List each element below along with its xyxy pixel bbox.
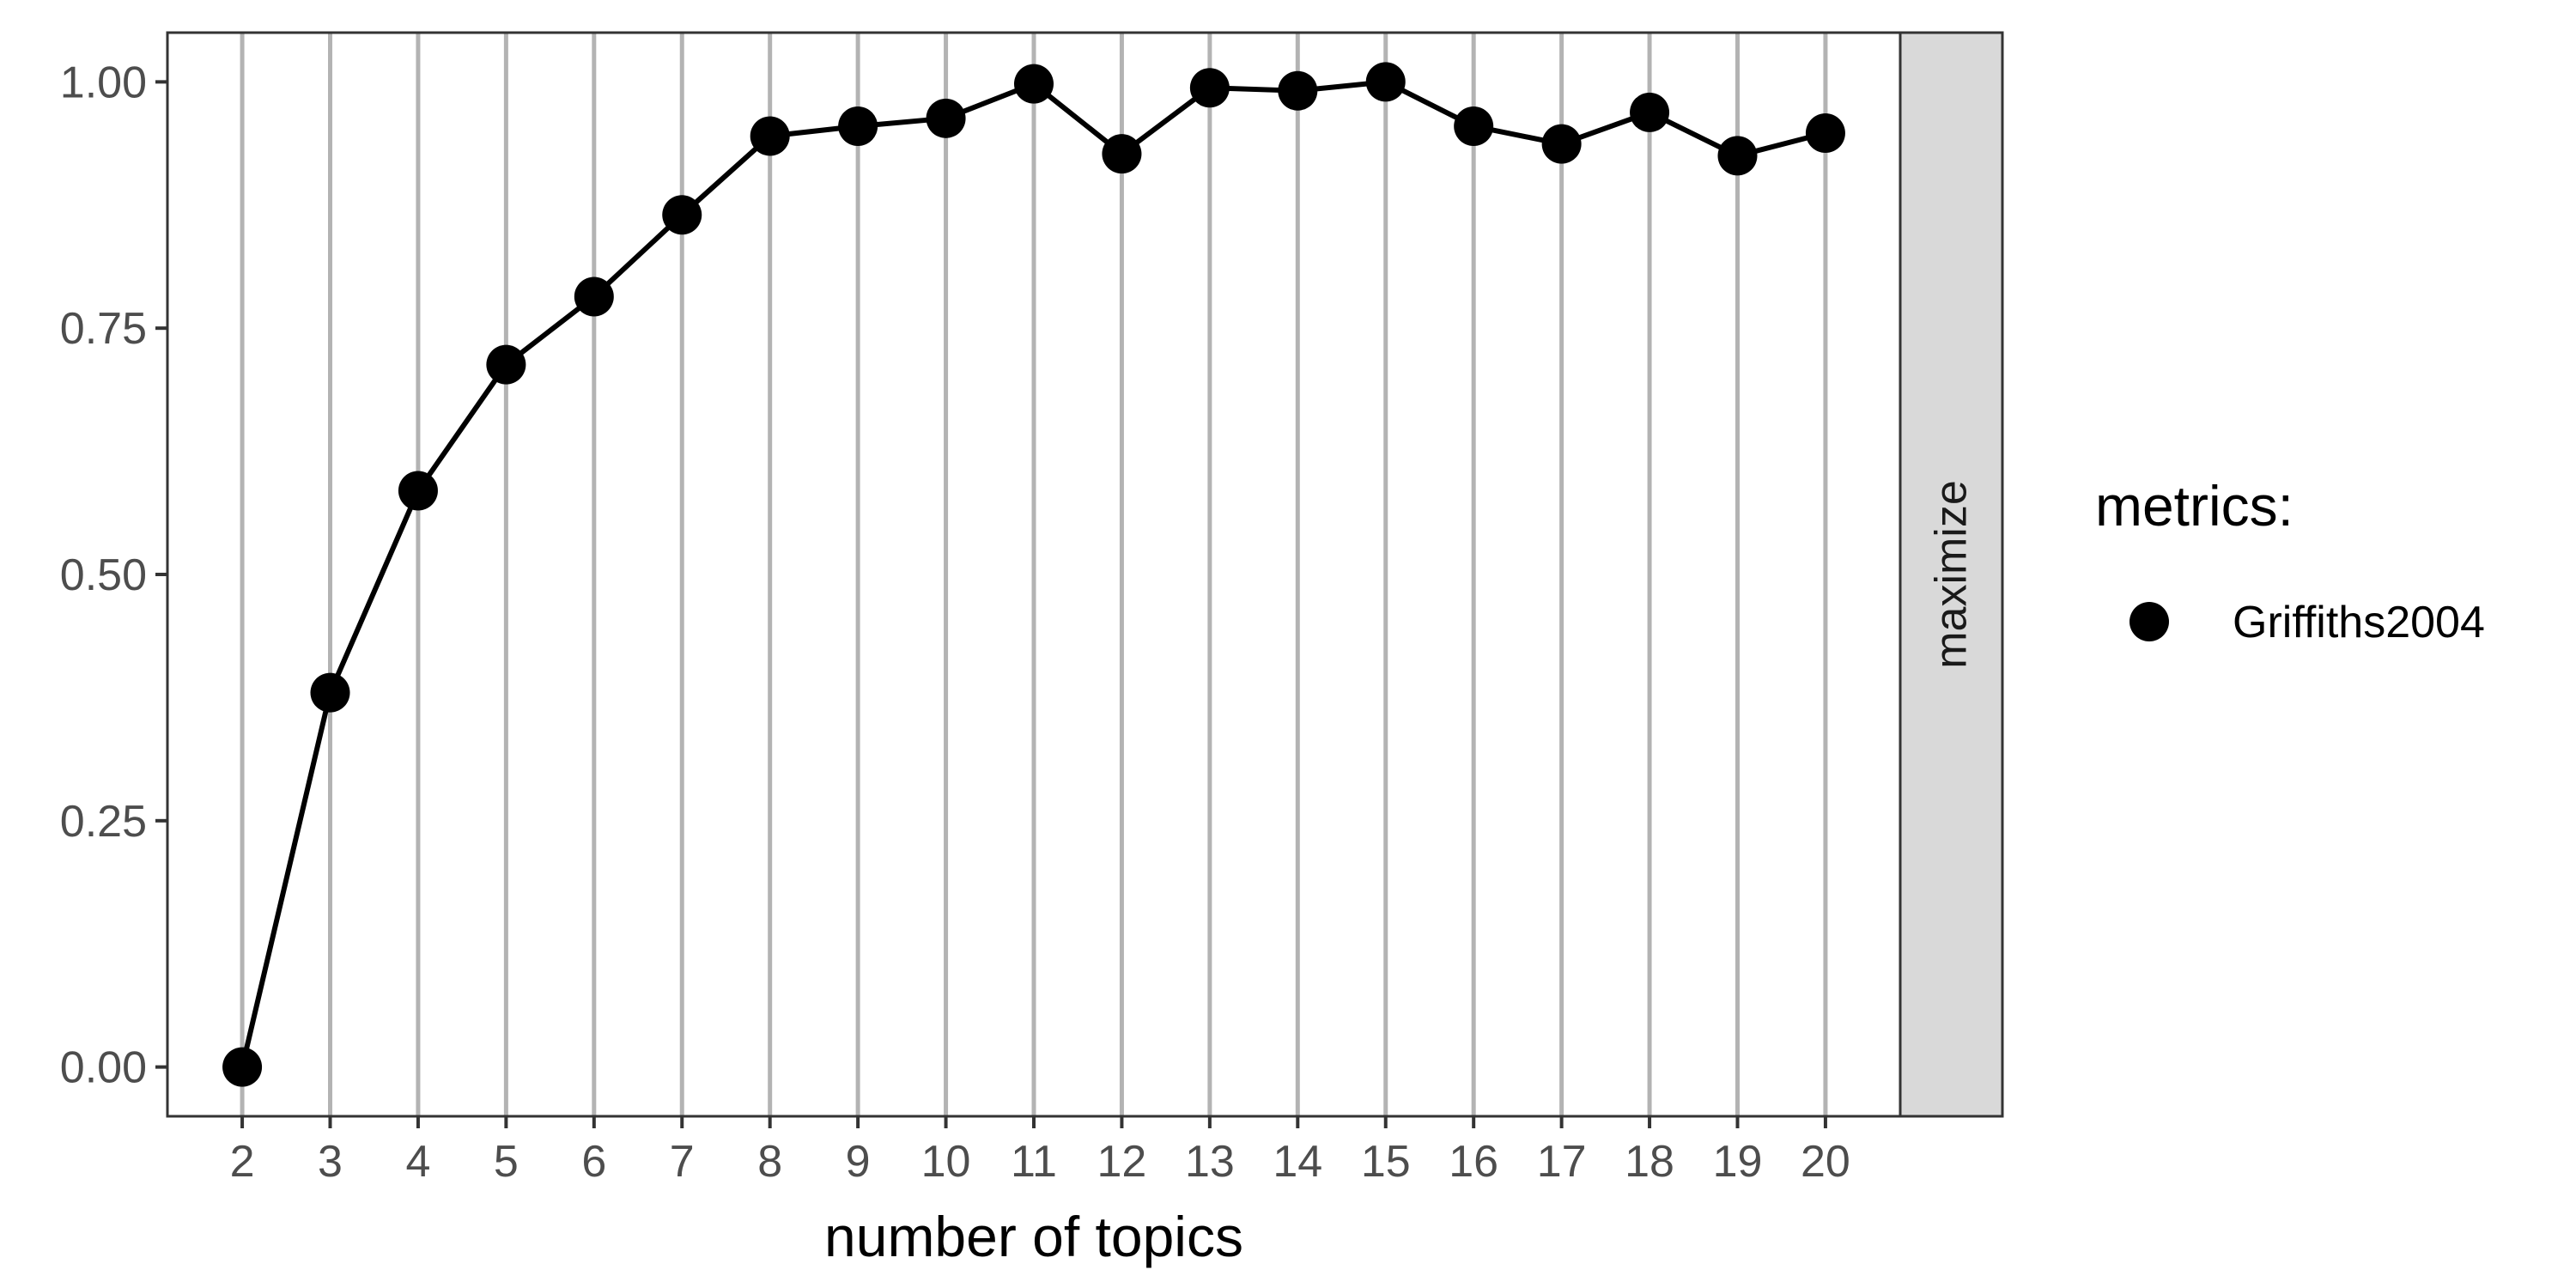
- data-point-Griffiths2004-8: [750, 116, 790, 156]
- x-tick-label-18: 18: [1625, 1137, 1674, 1187]
- x-tick-label-3: 3: [318, 1137, 343, 1187]
- data-point-Griffiths2004-9: [838, 106, 878, 146]
- data-point-Griffiths2004-2: [222, 1047, 263, 1087]
- data-point-Griffiths2004-3: [310, 672, 350, 713]
- facet-strip-label: maximize: [1927, 480, 1977, 669]
- data-point-Griffiths2004-4: [398, 471, 438, 511]
- x-tick-label-16: 16: [1449, 1137, 1498, 1187]
- x-tick-label-12: 12: [1097, 1137, 1147, 1187]
- x-tick-label-11: 11: [1011, 1137, 1057, 1187]
- data-point-Griffiths2004-10: [926, 98, 966, 138]
- legend-title: metrics:: [2095, 474, 2293, 538]
- data-point-Griffiths2004-17: [1541, 124, 1582, 164]
- data-point-Griffiths2004-20: [1805, 113, 1845, 154]
- x-tick-label-20: 20: [1801, 1137, 1850, 1187]
- x-tick-label-9: 9: [846, 1137, 871, 1187]
- x-tick-label-15: 15: [1361, 1137, 1411, 1187]
- data-point-Griffiths2004-13: [1189, 68, 1230, 108]
- y-tick-label-1.00: 1.00: [60, 58, 147, 107]
- legend: metrics: Griffiths2004: [2095, 474, 2485, 647]
- y-tick-label-0.00: 0.00: [60, 1043, 147, 1093]
- data-point-Griffiths2004-6: [574, 276, 614, 317]
- data-point-Griffiths2004-11: [1014, 64, 1054, 104]
- x-tick-label-10: 10: [921, 1137, 971, 1187]
- x-tick-label-8: 8: [757, 1137, 782, 1187]
- x-tick-label-5: 5: [494, 1137, 519, 1187]
- x-tick-label-2: 2: [230, 1137, 255, 1187]
- y-tick-label-0.75: 0.75: [60, 304, 147, 354]
- data-point-Griffiths2004-7: [662, 195, 702, 235]
- x-tick-label-17: 17: [1537, 1137, 1587, 1187]
- x-tick-label-7: 7: [670, 1137, 695, 1187]
- x-tick-label-4: 4: [405, 1137, 430, 1187]
- data-point-Griffiths2004-19: [1717, 136, 1758, 176]
- y-tick-label-0.50: 0.50: [60, 550, 147, 600]
- x-tick-label-6: 6: [581, 1137, 606, 1187]
- x-tick-label-19: 19: [1713, 1137, 1763, 1187]
- x-tick-label-13: 13: [1185, 1137, 1235, 1187]
- data-point-Griffiths2004-5: [486, 344, 526, 385]
- legend-key-Griffiths2004: [2129, 602, 2169, 641]
- x-axis-title: number of topics: [824, 1205, 1243, 1268]
- facet-strip: maximize: [1899, 31, 2004, 1118]
- x-tick-label-14: 14: [1273, 1137, 1322, 1187]
- axes: 0.00 0.25 0.50 0.75 1.00 2 3 4 5 6 7 8 9 10 11 12 13 14 15…: [60, 58, 1850, 1268]
- data-point-Griffiths2004-12: [1102, 134, 1142, 174]
- y-tick-label-0.25: 0.25: [60, 797, 147, 847]
- data-point-Griffiths2004-14: [1278, 70, 1318, 111]
- legend-label-Griffiths2004: Griffiths2004: [2233, 598, 2485, 647]
- data-point-Griffiths2004-15: [1365, 62, 1406, 102]
- data-point-Griffiths2004-18: [1630, 92, 1670, 132]
- data-point-Griffiths2004-16: [1454, 106, 1494, 146]
- series-layer: [222, 62, 1845, 1087]
- facet-strip-box: [1899, 31, 2004, 1118]
